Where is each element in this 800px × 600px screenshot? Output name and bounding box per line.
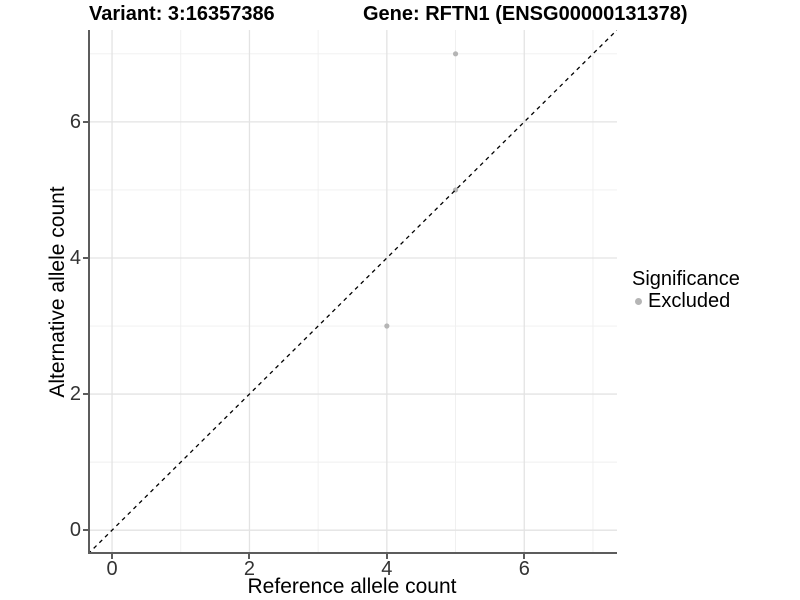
x-tick-mark <box>385 554 388 559</box>
x-tick-label: 4 <box>381 558 393 580</box>
chart-canvas <box>88 30 617 554</box>
y-axis-title: Alternative allele count <box>46 186 69 398</box>
plot-title-gene: Gene: RFTN1 (ENSG00000131378) <box>363 3 688 25</box>
data-point <box>384 323 390 329</box>
x-tick-mark <box>523 554 526 559</box>
x-tick-mark <box>111 554 114 559</box>
x-tick-label: 2 <box>243 558 255 580</box>
plot-title-variant: Variant: 3:16357386 <box>89 3 275 25</box>
x-axis-title: Reference allele count <box>247 575 457 598</box>
y-tick-mark <box>83 120 88 123</box>
legend-item-label: Excluded <box>648 290 731 312</box>
y-tick-label: 0 <box>69 519 81 542</box>
legend-title: Significance <box>632 268 740 290</box>
data-point <box>452 51 459 57</box>
legend: Significance Excluded <box>632 268 740 312</box>
legend-item-excluded: Excluded <box>632 290 740 312</box>
y-tick-label: 4 <box>69 246 81 269</box>
y-tick-mark <box>83 256 88 259</box>
legend-key-dot-icon <box>635 297 642 305</box>
x-tick-label: 0 <box>106 558 118 580</box>
identity-line <box>88 30 617 554</box>
x-tick-label: 6 <box>518 558 530 580</box>
y-tick-mark <box>83 393 88 396</box>
y-tick-mark <box>83 529 88 532</box>
x-tick-mark <box>248 554 251 559</box>
plot-panel <box>88 30 617 554</box>
y-tick-label: 6 <box>69 110 81 133</box>
y-tick-label: 2 <box>69 383 81 406</box>
